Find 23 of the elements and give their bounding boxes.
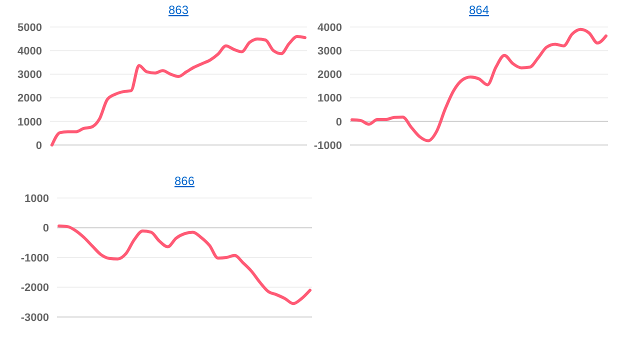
line-series: [50, 34, 306, 146]
chart-title: 864: [468, 3, 490, 17]
y-tick-label: 4000: [18, 45, 42, 58]
y-tick-label: -1000: [20, 252, 49, 264]
y-tick-label: 0: [42, 222, 49, 235]
y-tick-label: 1000: [24, 192, 49, 205]
y-tick-label: 1000: [318, 92, 342, 105]
chart-title: 863: [168, 3, 189, 17]
y-tick-label: 2000: [318, 69, 342, 82]
y-tick-label: 2000: [18, 92, 42, 105]
y-tick-label: 4000: [318, 22, 342, 34]
line-series: [350, 28, 608, 142]
y-tick-label: 3000: [18, 69, 42, 82]
y-tick-label: 0: [36, 140, 42, 152]
y-tick-label: 3000: [318, 45, 342, 58]
y-tick-label: -3000: [20, 312, 49, 324]
y-tick-label: 5000: [18, 22, 42, 34]
y-tick-label: -1000: [314, 140, 342, 152]
y-tick-label: 1000: [18, 116, 42, 128]
y-tick-label: -2000: [20, 282, 49, 294]
y-tick-label: 0: [336, 116, 342, 128]
chart-title: 866: [174, 174, 195, 188]
line-series: [58, 224, 312, 306]
